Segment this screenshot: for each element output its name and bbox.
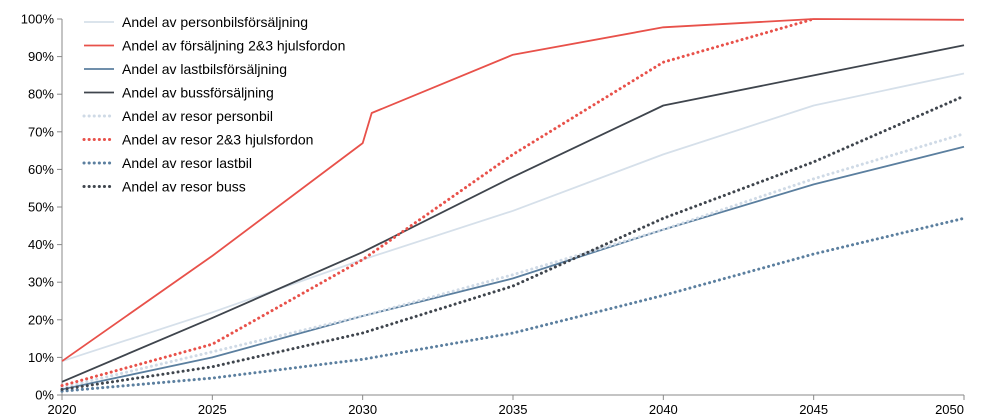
axes-layer: 0% 10% 20% 30% 40% 50% 60% 70% 80% 90% 100% 2020 202… (21, 12, 965, 417)
y-tick-label: 90% (28, 49, 54, 64)
y-tick-label: 10% (28, 350, 54, 365)
series-line-8 (60, 94, 966, 391)
legend-label: Andel av resor 2&3 hjulsfordon (122, 132, 313, 148)
y-tick-label: 20% (28, 312, 54, 327)
y-tick-label: 60% (28, 162, 54, 177)
series-line-5 (60, 132, 966, 389)
x-tick-label: 2040 (649, 402, 678, 417)
legend-label: Andel av försäljning 2&3 hjulsfordon (122, 38, 345, 54)
y-tick-label: 70% (28, 124, 54, 139)
legend-label: Andel av resor buss (122, 179, 246, 195)
legend: Andel av personbilsförsäljning Andel av f… (82, 14, 345, 195)
legend-label: Andel av lastbilsförsäljning (122, 61, 287, 77)
series-line-1 (61, 72, 965, 363)
y-tick-label: 50% (28, 200, 54, 215)
y-tick-label: 100% (21, 12, 55, 27)
series-line-3 (61, 145, 965, 391)
series-layer (60, 17, 966, 393)
series-line-2 (61, 18, 965, 362)
x-tick-label: 2030 (348, 402, 377, 417)
legend-label: Andel av bussförsäljning (122, 85, 274, 101)
x-tick-label: 2035 (499, 402, 528, 417)
series-line-7 (60, 216, 966, 393)
series-line-6 (60, 17, 816, 388)
legend-label: Andel av resor personbil (122, 108, 273, 124)
legend-label: Andel av resor lastbil (122, 155, 252, 171)
y-tick-label: 30% (28, 275, 54, 290)
y-tick-label: 80% (28, 87, 54, 102)
series-line-4 (61, 44, 965, 383)
x-tick-label: 2025 (198, 402, 227, 417)
y-tick-label: 0% (35, 388, 54, 403)
legend-label: Andel av personbilsförsäljning (122, 14, 308, 30)
x-tick-label: 2045 (799, 402, 828, 417)
y-tick-label: 40% (28, 237, 54, 252)
x-tick-label: 2020 (48, 402, 77, 417)
x-tick-label: 2050 (935, 402, 964, 417)
